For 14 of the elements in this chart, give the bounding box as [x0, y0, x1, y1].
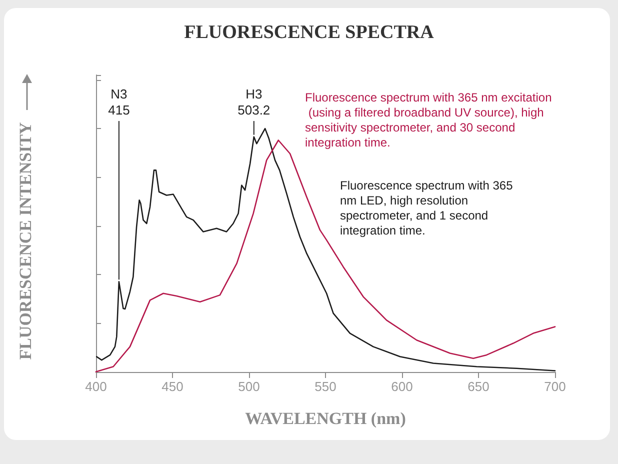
- x-tick-label: 500: [238, 379, 260, 394]
- x-tick-label: 600: [391, 379, 413, 394]
- series-label: Fluorescence spectrum with 365 nm excitation (using a filtered broadband UV source), high sensitivity spectrometer, and 30 second integration time.: [305, 90, 552, 150]
- x-tick-label: 550: [314, 379, 336, 394]
- x-tick-label: 400: [85, 379, 107, 394]
- x-tick-label: 450: [162, 379, 184, 394]
- x-tick-label: 650: [468, 379, 490, 394]
- chart-title: FLUORESCENCE SPECTRA: [184, 22, 434, 43]
- annotation: N3 415: [108, 86, 130, 118]
- text: Fluorescence spectrum with 365 nm LED, high resolution spectrometer, and 1 second integration time.: [340, 178, 516, 238]
- x-tick-label: 700: [544, 379, 566, 394]
- annotation: H3 503.2: [238, 86, 270, 118]
- x-axis-title: WAVELENGTH (nm): [245, 409, 406, 428]
- y-axis-title: FLUORESCENCE INTENSITY: [16, 122, 35, 360]
